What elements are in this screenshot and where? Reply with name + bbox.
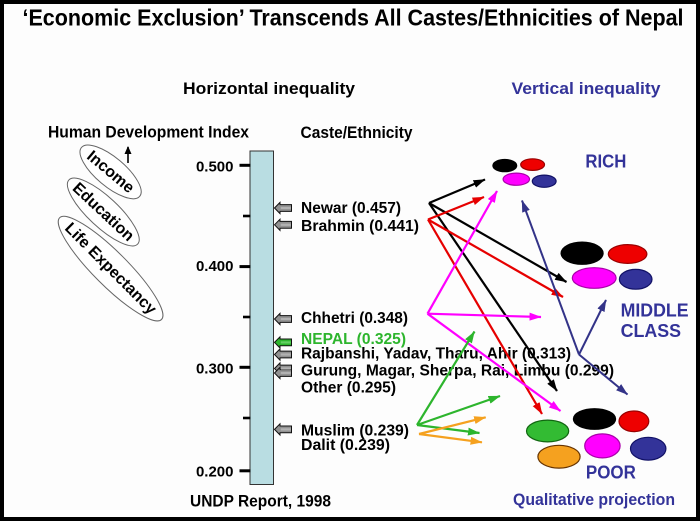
svg-text:RICH: RICH — [585, 152, 626, 172]
svg-text:Gurung, Magar, Sherpa, Rai, Li: Gurung, Magar, Sherpa, Rai, Limbu (0.299… — [301, 363, 614, 380]
svg-text:Brahmin (0.441): Brahmin (0.441) — [301, 218, 419, 235]
svg-text:Qualitative projection: Qualitative projection — [513, 490, 675, 509]
svg-text:Rajbanshi, Yadav, Tharu, Ahir: Rajbanshi, Yadav, Tharu, Ahir (0.313) — [301, 346, 571, 363]
svg-text:Caste/Ethnicity: Caste/Ethnicity — [301, 123, 413, 142]
svg-text:Newar (0.457): Newar (0.457) — [301, 200, 401, 217]
svg-text:Human Development Index: Human Development Index — [48, 123, 249, 142]
svg-text:Horizontal inequality: Horizontal inequality — [183, 79, 356, 98]
svg-text:Dalit (0.239): Dalit (0.239) — [301, 437, 390, 454]
svg-text:Muslim (0.239): Muslim (0.239) — [301, 423, 409, 440]
svg-text:MIDDLE: MIDDLE — [621, 301, 689, 321]
svg-text:Vertical inequality: Vertical inequality — [512, 79, 662, 98]
svg-text:UNDP Report, 1998: UNDP Report, 1998 — [190, 491, 331, 510]
svg-text:0.300: 0.300 — [196, 361, 234, 378]
svg-text:Chhetri (0.348): Chhetri (0.348) — [301, 310, 408, 327]
svg-text:0.400: 0.400 — [196, 258, 234, 275]
svg-text:POOR: POOR — [586, 462, 636, 482]
svg-text:CLASS: CLASS — [621, 321, 682, 341]
svg-text:Other (0.295): Other (0.295) — [301, 379, 396, 396]
svg-text:NEPAL (0.325): NEPAL (0.325) — [301, 331, 406, 348]
svg-text:0.200: 0.200 — [196, 464, 234, 481]
svg-text:‘Economic Exclusion’ Transcend: ‘Economic Exclusion’ Transcends All Cast… — [23, 5, 684, 31]
svg-text:0.500: 0.500 — [196, 159, 234, 176]
